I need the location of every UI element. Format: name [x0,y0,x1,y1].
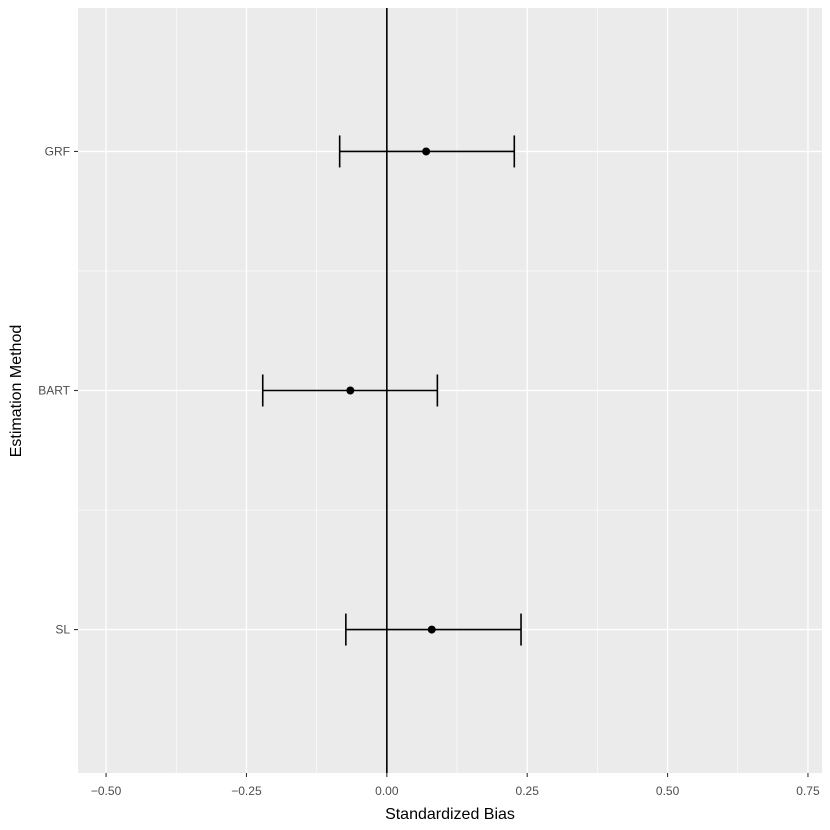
x-axis: −0.50 −0.25 0.00 0.25 0.50 0.75 [91,773,820,798]
point-sl [427,625,436,634]
x-tick-label: 0.25 [516,784,540,798]
x-tick-label: −0.50 [91,784,122,798]
y-tick-label: GRF [45,144,70,158]
y-tick-label: SL [55,623,70,637]
y-axis: GRF BART SL [38,144,78,637]
x-axis-title: Standardized Bias [385,806,515,823]
y-axis-title: Estimation Method [8,325,25,458]
y-tick-label: BART [38,384,70,398]
x-tick-label: 0.75 [796,784,820,798]
estimate-points [346,147,436,634]
point-bart [346,386,355,395]
x-tick-label: 0.00 [375,784,399,798]
x-tick-label: 0.50 [656,784,680,798]
x-tick-label: −0.25 [231,784,262,798]
point-grf [422,147,431,156]
